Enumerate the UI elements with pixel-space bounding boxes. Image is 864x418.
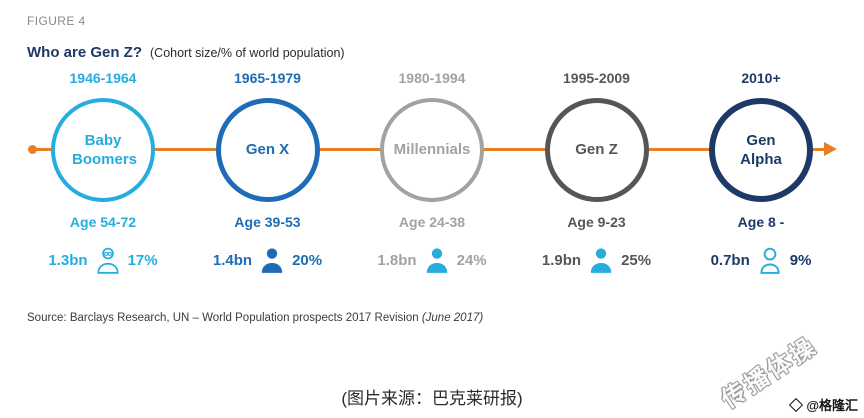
generation-share: 25% bbox=[621, 251, 652, 269]
generation-column-baby-boomers: 1946-1964 Baby Boomers Age 54-72 1.3bn 1… bbox=[24, 70, 182, 274]
generation-years: 1995-2009 bbox=[563, 70, 630, 86]
publisher-handle-text: @格隆汇 bbox=[806, 398, 858, 413]
publisher-handle: @格隆汇 bbox=[789, 395, 858, 414]
generation-circle: Millennials bbox=[380, 98, 484, 202]
generation-share: 17% bbox=[127, 251, 158, 269]
generations-timeline-diagram: 1946-1964 Baby Boomers Age 54-72 1.3bn 1… bbox=[24, 70, 840, 310]
generation-size: 1.4bn bbox=[212, 251, 253, 269]
generation-share: 20% bbox=[292, 251, 323, 269]
generation-stats: 1.9bn 25% bbox=[542, 246, 651, 274]
child-person-icon bbox=[757, 246, 783, 274]
generation-size: 1.9bn bbox=[541, 251, 582, 269]
source-date: (June 2017) bbox=[421, 312, 484, 324]
generation-name: Gen Alpha bbox=[740, 131, 782, 169]
generation-years: 2010+ bbox=[741, 70, 781, 86]
generation-name: Gen Z bbox=[575, 141, 618, 159]
generation-years: 1980-1994 bbox=[398, 70, 466, 86]
generation-age: Age 54-72 bbox=[69, 214, 137, 230]
source-line: Source: Barclays Research, UN – World Po… bbox=[27, 312, 483, 324]
generation-column-gen-z: 1995-2009 Gen Z Age 9-23 1.9bn 25% bbox=[518, 70, 676, 274]
image-source-caption: (图片来源：巴克莱研报) bbox=[341, 389, 523, 408]
figure-subtitle: (Cohort size/% of world population) bbox=[150, 46, 345, 60]
generation-stats: 1.3bn 17% bbox=[48, 246, 158, 274]
generation-years: 1965-1979 bbox=[234, 70, 301, 86]
generation-columns: 1946-1964 Baby Boomers Age 54-72 1.3bn 1… bbox=[24, 70, 840, 274]
generation-column-gen-x: 1965-1979 Gen X Age 39-53 1.4bn 20% bbox=[189, 70, 347, 274]
woman-person-icon bbox=[259, 246, 285, 274]
figure-label: FIGURE 4 bbox=[27, 14, 86, 28]
generation-size: 0.7bn bbox=[710, 251, 750, 269]
figure-title-row: Who are Gen Z? (Cohort size/% of world po… bbox=[27, 44, 345, 62]
woman-person-icon bbox=[424, 246, 450, 274]
gelonghui-logo-icon bbox=[789, 397, 804, 412]
generation-share: 24% bbox=[456, 251, 487, 269]
timeline-arrowhead bbox=[824, 142, 837, 156]
man-person-icon bbox=[588, 246, 614, 274]
timeline-start-dot bbox=[28, 145, 37, 154]
generation-circle: Baby Boomers bbox=[51, 98, 155, 202]
generation-circle: Gen X bbox=[215, 98, 320, 202]
generation-size: 1.8bn bbox=[377, 251, 417, 269]
generation-size: 1.3bn bbox=[48, 251, 88, 269]
generation-name: Gen X bbox=[245, 141, 290, 159]
generation-column-gen-alpha: 2010+ Gen Alpha Age 8 - 0.7bn 9% bbox=[682, 70, 840, 274]
generation-age: Age 39-53 bbox=[234, 214, 301, 230]
source-text: Source: Barclays Research, UN – World Po… bbox=[27, 312, 422, 324]
figure-title: Who are Gen Z? bbox=[27, 44, 143, 61]
generation-stats: 1.8bn 24% bbox=[377, 246, 487, 274]
generation-age: Age 9-23 bbox=[567, 214, 626, 230]
generation-age: Age 24-38 bbox=[398, 214, 466, 230]
generation-age: Age 8 - bbox=[737, 214, 785, 230]
generation-name: Millennials bbox=[393, 141, 471, 159]
generation-years: 1946-1964 bbox=[69, 70, 137, 86]
generation-stats: 1.4bn 20% bbox=[213, 246, 322, 274]
generation-share: 9% bbox=[789, 251, 812, 269]
elderly-person-icon bbox=[95, 246, 121, 274]
generation-name: Baby Boomers bbox=[72, 131, 138, 169]
generation-circle: Gen Z bbox=[544, 98, 649, 202]
generation-column-millennials: 1980-1994 Millennials Age 24-38 1.8bn 24… bbox=[353, 70, 511, 274]
generation-circle: Gen Alpha bbox=[709, 98, 813, 202]
generation-stats: 0.7bn 9% bbox=[710, 246, 812, 274]
